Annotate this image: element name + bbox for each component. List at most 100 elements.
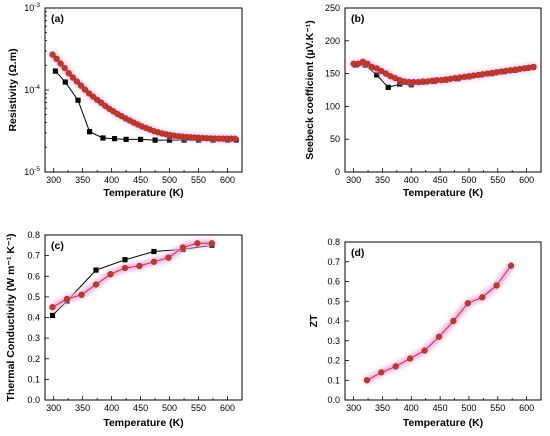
data-point: [49, 304, 56, 311]
panel-b: 300 350 400 450 500 550 600 0 50 100 150 200 250 (b) T…: [304, 3, 542, 199]
data-point: [57, 60, 64, 67]
data-point: [493, 282, 500, 289]
panel-label: (b): [351, 13, 364, 25]
y-tick-label: 0.5: [27, 292, 40, 302]
data-point: [166, 137, 173, 143]
data-point: [364, 60, 371, 67]
data-point: [63, 295, 71, 303]
series-line: [366, 265, 512, 381]
y-tick-label: 0.4: [327, 316, 340, 326]
data-point: [435, 333, 443, 340]
data-point: [378, 67, 385, 75]
y-tick-label: 100: [325, 101, 340, 111]
data-point: [52, 68, 59, 74]
data-point: [179, 244, 187, 251]
data-point: [231, 135, 239, 142]
data-point: [464, 300, 471, 307]
data-point: [49, 51, 56, 58]
y-tick-label: 0.0: [327, 395, 340, 405]
plot-frame: [44, 234, 243, 401]
y-tick-label: 0.0: [27, 395, 40, 405]
series-glow: [363, 262, 515, 384]
x-tick-label: 400: [404, 403, 419, 413]
data-point: [152, 137, 158, 143]
y-tick-label: 0.5: [327, 296, 340, 306]
x-tick-label: 350: [75, 175, 90, 185]
data-point: [151, 248, 157, 255]
data-point: [100, 135, 106, 141]
plot-frame: [344, 7, 542, 173]
y-tick-label: 0.4: [27, 313, 40, 323]
y-tick-label: 0.3: [327, 336, 340, 346]
data-point: [73, 78, 80, 85]
data-point: [121, 264, 129, 272]
series-line: [52, 244, 212, 316]
panel-c: 300 350 400 450 500 550 600 0.0 0.1 0.2 0.3 0.4 0.5 0…: [5, 230, 243, 429]
data-point: [136, 262, 143, 270]
data-point: [150, 258, 158, 265]
x-axis-title: Temperature (K): [103, 187, 183, 199]
x-tick-label: 400: [104, 403, 119, 413]
data-point: [194, 240, 201, 247]
data-point: [450, 317, 457, 325]
data-point: [107, 271, 114, 278]
y-tick-base: 10: [24, 167, 34, 177]
data-point: [378, 369, 385, 376]
y-tick-label: 0.3: [27, 333, 40, 343]
data-point: [373, 65, 380, 72]
plot-frame: [44, 7, 243, 173]
y-axis-title: Seebeck coefficient (µV.K⁻¹): [304, 20, 316, 160]
y-tick-label: 0.6: [327, 277, 340, 287]
y-tick-label: 0.8: [327, 237, 340, 247]
panel-d: 300 350 400 450 500 550 600 0.0 0.1 0.2 0.3 0.4 0.5 0…: [308, 237, 542, 429]
panel-label: (a): [51, 13, 64, 25]
y-tick-label: 0.1: [27, 374, 40, 384]
y-axis-title: ZT: [308, 314, 320, 327]
x-tick-label: 500: [461, 403, 476, 413]
x-tick-label: 450: [433, 175, 448, 185]
data-point: [208, 240, 215, 247]
x-tick-label: 600: [519, 175, 534, 185]
data-point: [479, 294, 486, 301]
y-tick-label: 0.7: [327, 257, 340, 267]
data-point: [385, 84, 391, 90]
x-tick-label: 450: [133, 175, 148, 185]
x-tick-label: 350: [375, 175, 390, 185]
data-point: [61, 64, 68, 72]
data-point: [77, 82, 85, 89]
x-tick-label: 600: [220, 175, 235, 185]
data-point: [49, 312, 56, 319]
y-tick-label: 0: [335, 167, 340, 177]
data-point: [374, 72, 380, 78]
data-point: [138, 136, 144, 142]
data-point: [78, 291, 85, 298]
panel-a: 300 350 400 450 500 550 60010-510-410-3(a)Temp…: [7, 2, 243, 199]
data-point: [65, 70, 72, 77]
data-point: [123, 136, 129, 142]
data-point: [53, 55, 60, 62]
y-tick-label: 150: [325, 69, 340, 79]
x-tick-label: 550: [490, 175, 505, 185]
x-axis-title: Temperature (K): [403, 187, 483, 199]
y-tick-label: 0.7: [27, 251, 40, 261]
y-tick-base: 10: [24, 3, 34, 13]
data-point: [397, 81, 403, 87]
x-tick-label: 600: [519, 403, 534, 413]
y-tick-label: 0.2: [27, 354, 40, 364]
x-tick-label: 450: [133, 403, 148, 413]
y-tick-exponent: -4: [34, 84, 40, 91]
y-tick-label: 50: [330, 134, 340, 144]
y-tick-exponent: -5: [34, 166, 40, 173]
x-tick-label: 350: [375, 403, 390, 413]
y-tick-label: 200: [325, 36, 340, 46]
data-point: [98, 99, 105, 106]
data-point: [421, 347, 428, 354]
x-tick-label: 300: [346, 403, 361, 413]
panel-label: (d): [351, 247, 364, 259]
data-point: [165, 254, 172, 261]
data-point: [507, 262, 515, 269]
x-tick-label: 400: [104, 175, 119, 185]
data-point: [89, 93, 97, 100]
x-tick-label: 450: [433, 403, 448, 413]
data-point: [92, 281, 100, 288]
